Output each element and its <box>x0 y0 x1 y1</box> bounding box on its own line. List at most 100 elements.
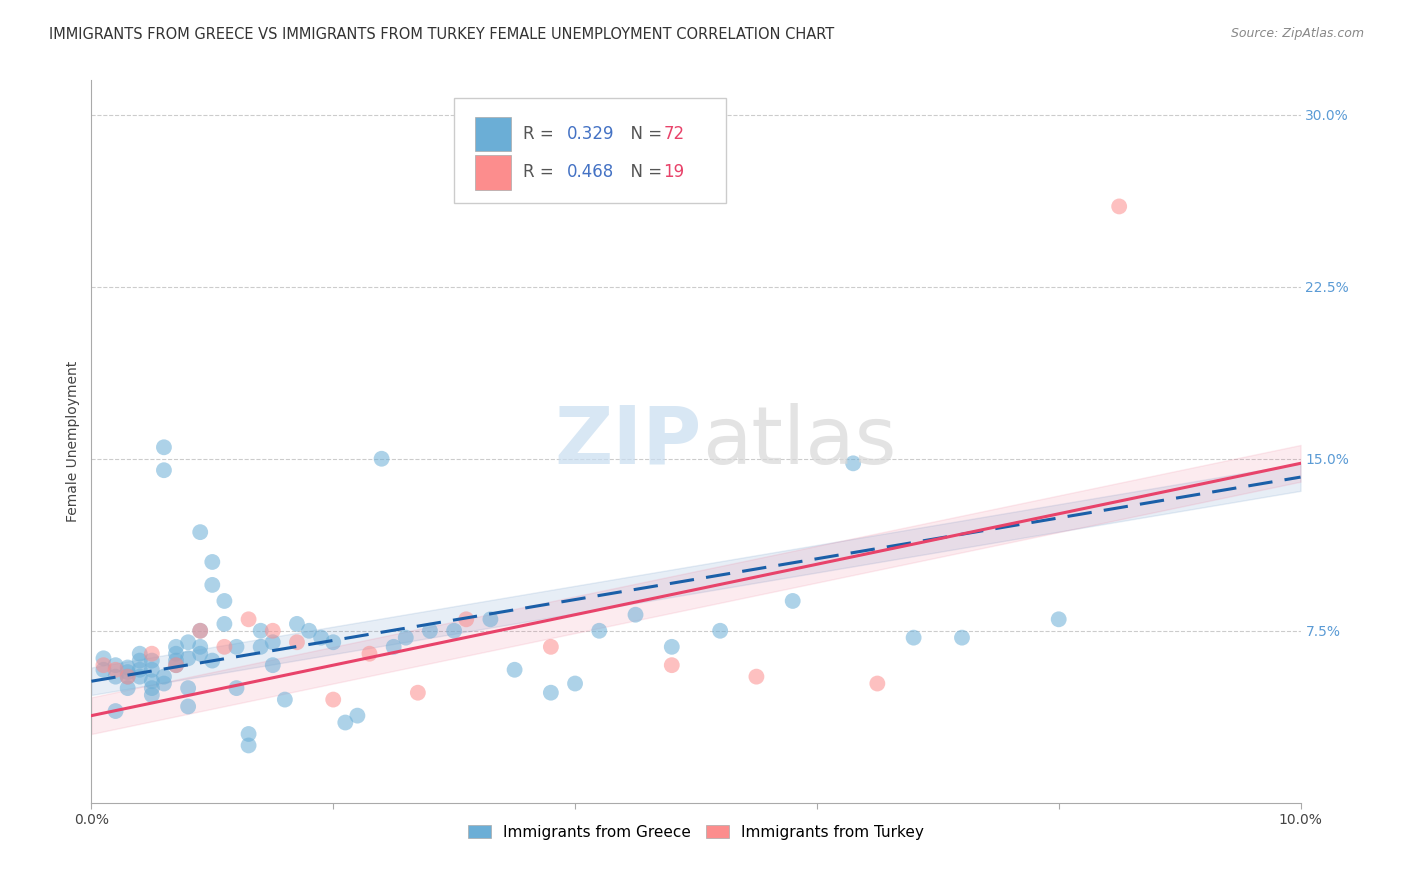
Point <box>201 578 224 592</box>
Text: 72: 72 <box>664 125 685 143</box>
Point <box>188 525 211 540</box>
Point <box>177 699 200 714</box>
Point <box>141 663 163 677</box>
Point <box>214 616 236 631</box>
Point <box>177 651 200 665</box>
Point <box>214 594 236 608</box>
Point <box>249 624 271 638</box>
Y-axis label: Female Unemployment: Female Unemployment <box>66 361 80 522</box>
Point <box>274 692 297 706</box>
Point <box>262 624 284 638</box>
Legend: Immigrants from Greece, Immigrants from Turkey: Immigrants from Greece, Immigrants from … <box>461 819 931 846</box>
Text: 19: 19 <box>664 163 685 181</box>
Point <box>238 727 260 741</box>
Point <box>1047 612 1070 626</box>
Point <box>93 651 115 665</box>
Point <box>950 631 973 645</box>
Text: R =: R = <box>523 125 560 143</box>
Point <box>309 631 332 645</box>
Point <box>141 688 163 702</box>
Point <box>188 640 211 654</box>
Point <box>382 640 405 654</box>
Point <box>165 658 187 673</box>
Point <box>165 640 187 654</box>
Point <box>93 663 115 677</box>
Point <box>128 647 150 661</box>
Point <box>335 715 357 730</box>
Text: N =: N = <box>620 125 668 143</box>
Point <box>745 670 768 684</box>
Point <box>661 658 683 673</box>
Point <box>866 676 889 690</box>
Point <box>117 670 139 684</box>
Point <box>503 663 526 677</box>
Point <box>782 594 804 608</box>
Point <box>322 692 344 706</box>
Text: ZIP: ZIP <box>555 402 702 481</box>
Point <box>346 708 368 723</box>
Point <box>153 670 176 684</box>
Point <box>128 663 150 677</box>
Point <box>443 624 465 638</box>
Point <box>406 686 429 700</box>
Point <box>214 640 236 654</box>
Point <box>177 681 200 695</box>
Point <box>177 635 200 649</box>
Point <box>93 658 115 673</box>
Point <box>141 681 163 695</box>
Point <box>128 654 150 668</box>
Point <box>322 635 344 649</box>
Point <box>188 624 211 638</box>
Point <box>540 686 562 700</box>
Point <box>262 635 284 649</box>
Bar <box>475 155 510 189</box>
Point <box>262 658 284 673</box>
Point <box>117 660 139 674</box>
Point <box>201 555 224 569</box>
Point <box>395 631 418 645</box>
Point <box>128 670 150 684</box>
Point <box>117 665 139 679</box>
Point <box>588 624 610 638</box>
Point <box>165 647 187 661</box>
Point <box>564 676 586 690</box>
Text: N =: N = <box>620 163 668 181</box>
Point <box>153 440 176 454</box>
Point <box>285 635 308 649</box>
Point <box>238 739 260 753</box>
Point <box>479 612 502 626</box>
Point <box>709 624 731 638</box>
Text: atlas: atlas <box>702 402 897 481</box>
Point <box>188 624 211 638</box>
Point <box>1108 199 1130 213</box>
FancyBboxPatch shape <box>454 98 725 203</box>
Point <box>188 647 211 661</box>
Point <box>153 463 176 477</box>
Point <box>165 658 187 673</box>
Text: Source: ZipAtlas.com: Source: ZipAtlas.com <box>1230 27 1364 40</box>
Point <box>359 647 381 661</box>
Point <box>225 640 247 654</box>
Point <box>249 640 271 654</box>
Point <box>624 607 647 622</box>
Point <box>141 654 163 668</box>
Point <box>298 624 321 638</box>
Point <box>238 612 260 626</box>
Point <box>456 612 478 626</box>
Point <box>165 654 187 668</box>
Point <box>842 456 865 470</box>
Point <box>153 676 176 690</box>
Point <box>540 640 562 654</box>
Point <box>201 654 224 668</box>
Text: R =: R = <box>523 163 560 181</box>
Point <box>285 616 308 631</box>
Point <box>141 647 163 661</box>
Point <box>117 681 139 695</box>
Text: IMMIGRANTS FROM GREECE VS IMMIGRANTS FROM TURKEY FEMALE UNEMPLOYMENT CORRELATION: IMMIGRANTS FROM GREECE VS IMMIGRANTS FRO… <box>49 27 834 42</box>
Point <box>370 451 392 466</box>
Point <box>141 674 163 689</box>
Point <box>661 640 683 654</box>
Point <box>117 670 139 684</box>
Text: 0.468: 0.468 <box>567 163 614 181</box>
Point <box>104 704 127 718</box>
